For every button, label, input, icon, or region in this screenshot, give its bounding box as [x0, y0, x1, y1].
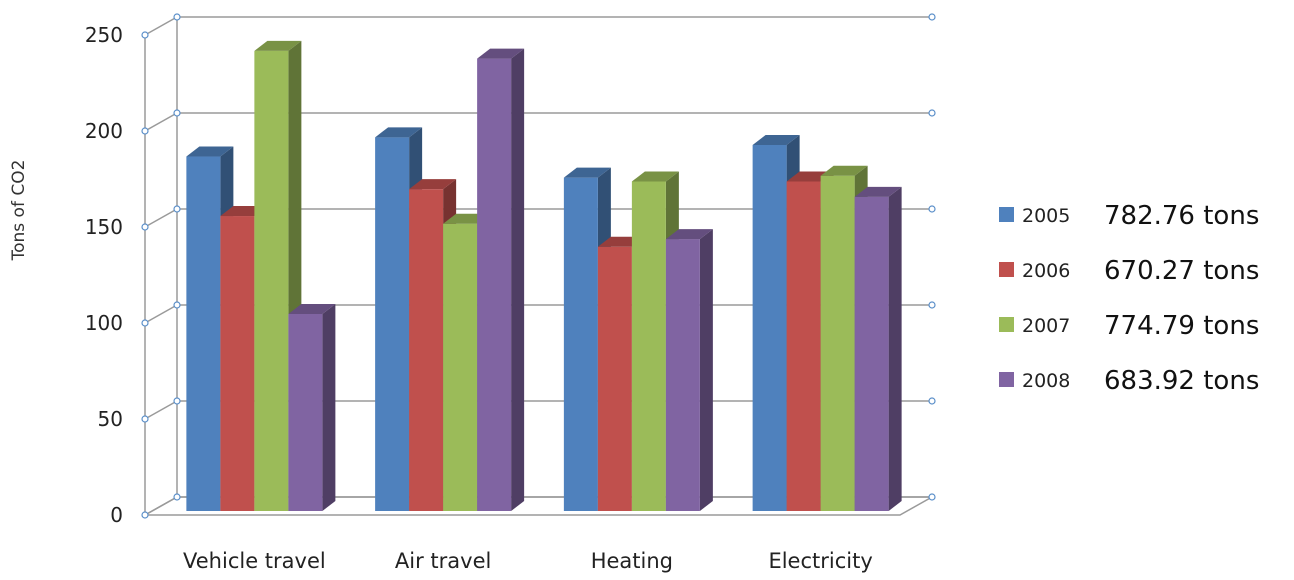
legend-item: 2007 774.79 tons	[999, 311, 1259, 341]
x-tick-label: Electricity	[768, 549, 872, 573]
legend-label: 2007	[1022, 315, 1070, 337]
gridline-handle	[928, 109, 936, 117]
legend-item: 2008 683.92 tons	[999, 366, 1259, 396]
bar-2008	[288, 303, 336, 511]
gridline-handle	[173, 493, 181, 501]
x-tick-label: Vehicle travel	[183, 549, 326, 573]
gridline-handle	[141, 223, 149, 231]
gridline-handle	[173, 109, 181, 117]
gridline-diagonal	[144, 304, 178, 324]
gridline-handle	[141, 319, 149, 327]
gridline-handle	[928, 205, 936, 213]
gridline-handle	[928, 301, 936, 309]
bar-2008	[854, 186, 902, 511]
x-axis-labels: Vehicle travel Air travel Heating Electrici…	[183, 549, 873, 573]
y-tick-label: 50	[98, 407, 123, 431]
gridline-diagonal	[144, 496, 178, 516]
gridline-handle	[173, 301, 181, 309]
bar-group	[375, 48, 525, 511]
legend-label: 2006	[1022, 260, 1070, 282]
legend-swatch	[999, 317, 1014, 332]
legend-label: 2005	[1022, 205, 1070, 227]
bar-group	[563, 167, 713, 512]
gridline-handle	[928, 493, 936, 501]
legend-swatch	[999, 207, 1014, 222]
gridline-diagonal	[144, 400, 178, 420]
legend-item: 2005 782.76 tons	[999, 201, 1259, 231]
legend: 2005 782.76 tons 2006 670.27 tons 2007 774.79…	[999, 201, 1259, 396]
gridline-handle	[141, 127, 149, 135]
legend-label: 2008	[1022, 370, 1070, 392]
y-tick-label: 150	[85, 215, 123, 239]
gridline-diagonal	[144, 112, 178, 132]
gridline-handle	[141, 511, 149, 519]
bar-2008	[477, 48, 525, 511]
gridline-handle	[141, 415, 149, 423]
bar-2008	[665, 229, 713, 511]
gridline-handle	[173, 13, 181, 21]
x-tick-label: Heating	[591, 549, 673, 573]
legend-swatch	[999, 372, 1014, 387]
legend-swatch	[999, 262, 1014, 277]
y-axis-ticks: 0 50 100 150 200 250	[85, 23, 123, 527]
y-tick-label: 250	[85, 23, 123, 47]
gridline-handle	[141, 31, 149, 39]
y-tick-label: 100	[85, 311, 123, 335]
legend-total: 683.92 tons	[1104, 366, 1259, 396]
bar-group	[186, 40, 336, 512]
y-tick-label: 200	[85, 119, 123, 143]
bar-group	[752, 135, 902, 512]
gridline-handle	[928, 397, 936, 405]
gridline-diagonal	[144, 16, 178, 36]
gridline-handle	[173, 397, 181, 405]
legend-item: 2006 670.27 tons	[999, 256, 1259, 286]
legend-total: 774.79 tons	[1104, 311, 1259, 341]
bars	[186, 40, 902, 512]
x-tick-label: Air travel	[395, 549, 491, 573]
y-tick-label: 0	[110, 503, 123, 527]
legend-total: 782.76 tons	[1104, 201, 1259, 231]
gridline-diagonal	[144, 208, 178, 228]
y-axis-label: Tons of CO2	[9, 160, 29, 262]
gridline-handle	[173, 205, 181, 213]
legend-total: 670.27 tons	[1104, 256, 1259, 286]
gridline-handle	[928, 13, 936, 21]
